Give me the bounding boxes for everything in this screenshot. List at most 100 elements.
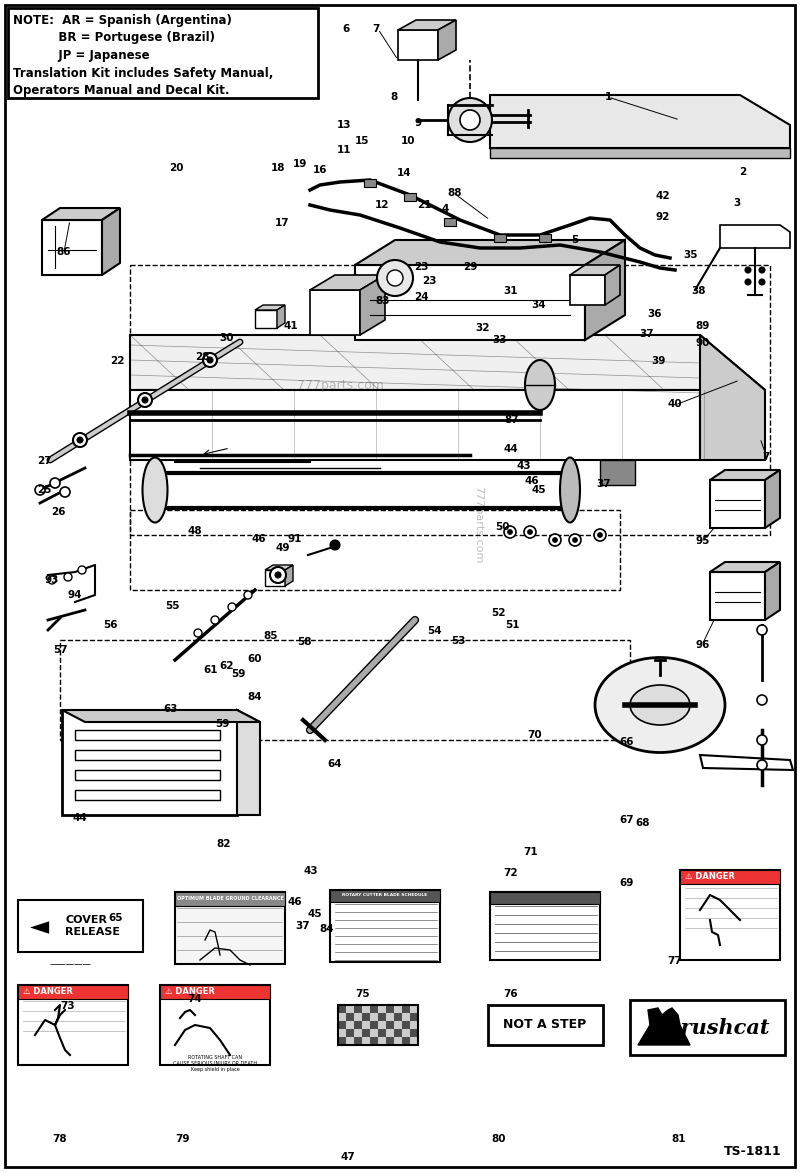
Text: 61: 61 [203,666,218,675]
Text: 777parts.com: 777parts.com [473,486,483,564]
Text: 81: 81 [671,1134,686,1144]
Text: ROTATING SHAFT CAN
CAUSE SERIOUS INJURY OR DEATH
Keep shield in place: ROTATING SHAFT CAN CAUSE SERIOUS INJURY … [173,1055,257,1071]
Text: 36: 36 [647,309,662,319]
Bar [75,790,220,800]
Text: 33: 33 [493,335,507,345]
Text: 1: 1 [604,93,612,102]
Circle shape [228,604,236,611]
Text: 63: 63 [163,704,178,714]
Text: 79: 79 [175,1134,190,1144]
Circle shape [569,534,581,546]
Text: 25: 25 [37,485,51,495]
Bar [600,459,635,485]
Bar [18,984,128,1065]
Circle shape [60,488,70,497]
Bar [75,730,220,740]
Text: 11: 11 [337,145,351,155]
Text: —————: ————— [50,960,92,969]
Circle shape [377,260,413,297]
Bar [18,900,143,952]
Text: 59: 59 [231,669,246,679]
Circle shape [138,393,152,407]
Polygon shape [265,565,293,570]
Text: 90: 90 [695,339,710,348]
Polygon shape [355,240,625,265]
Text: 51: 51 [505,620,519,629]
Circle shape [745,279,751,285]
Polygon shape [765,563,780,620]
Circle shape [387,270,403,286]
Circle shape [759,267,765,273]
Circle shape [244,591,252,599]
Text: 29: 29 [463,263,478,272]
Text: 52: 52 [491,608,506,618]
Polygon shape [237,710,260,815]
Text: 64: 64 [327,759,342,769]
Bar [680,870,780,960]
Circle shape [50,478,60,488]
Polygon shape [310,289,360,335]
Text: 35: 35 [683,251,698,260]
Polygon shape [710,572,765,620]
Text: 87: 87 [505,415,519,424]
Text: 44: 44 [73,813,87,823]
Text: 31: 31 [503,286,518,295]
Text: 68: 68 [635,818,650,827]
Bar [539,234,551,241]
Text: 59: 59 [215,720,230,729]
Text: 74: 74 [187,994,202,1003]
Text: 66: 66 [619,737,634,747]
Text: ⚠ DANGER: ⚠ DANGER [685,872,735,881]
Text: 46: 46 [287,898,302,907]
Bar [494,234,506,241]
Text: 86: 86 [57,247,71,257]
Text: 46: 46 [251,534,266,544]
Circle shape [527,530,533,534]
Polygon shape [490,148,790,158]
Text: 95: 95 [695,537,710,546]
Text: 60: 60 [247,654,262,663]
Text: 9: 9 [415,118,422,128]
Text: 69: 69 [619,878,634,887]
Circle shape [448,98,492,142]
Text: 23: 23 [414,263,429,272]
Circle shape [460,110,480,130]
Polygon shape [570,275,605,305]
Circle shape [270,567,286,582]
Bar [490,892,600,904]
Text: 20: 20 [169,163,183,172]
Text: 80: 80 [491,1134,506,1144]
Text: 37: 37 [639,329,654,339]
Text: NOTE:  AR = Spanish (Argentina)
           BR = Portugese (Brazil)
           JP: NOTE: AR = Spanish (Argentina) BR = Port… [13,14,274,97]
Polygon shape [398,30,438,60]
Text: 21: 21 [417,200,431,210]
Bar [330,890,440,902]
Text: 62: 62 [219,661,234,670]
Bar [160,984,270,999]
Text: 82: 82 [217,839,231,849]
Text: 28: 28 [195,353,210,362]
Polygon shape [42,207,120,220]
Text: 37: 37 [597,479,611,489]
Circle shape [757,695,767,706]
Circle shape [757,759,767,770]
Polygon shape [700,335,765,459]
Circle shape [573,538,578,543]
Text: 8: 8 [390,93,398,102]
Circle shape [504,526,516,538]
Text: 83: 83 [375,297,390,306]
Bar [444,218,456,226]
Bar [18,984,128,999]
Circle shape [594,529,606,541]
Text: 94: 94 [67,591,82,600]
Polygon shape [710,481,765,529]
Circle shape [64,573,72,581]
Text: ROTARY CUTTER BLADE SCHEDULE: ROTARY CUTTER BLADE SCHEDULE [342,893,428,897]
Bar [160,984,270,1065]
Text: ⚠ DANGER: ⚠ DANGER [165,987,215,996]
Text: 44: 44 [503,444,518,454]
Bar [60,640,630,740]
Text: 50: 50 [495,523,510,532]
Ellipse shape [630,684,690,725]
Circle shape [757,735,767,745]
